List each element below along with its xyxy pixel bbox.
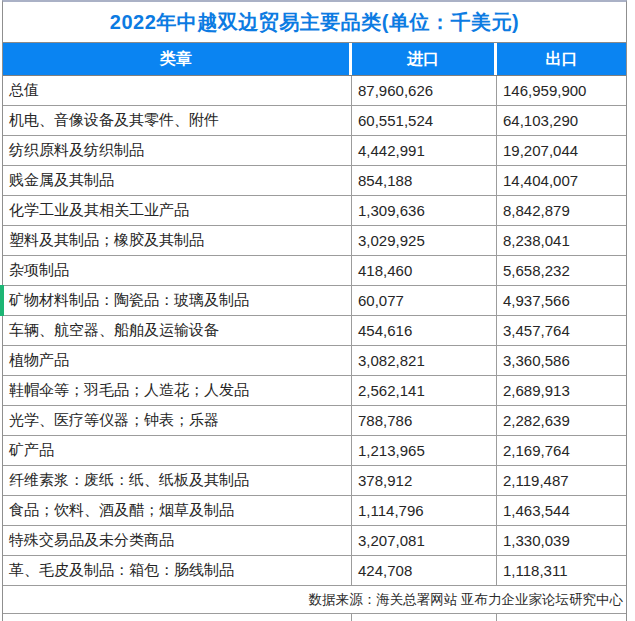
export-cell: 146,959,900 [497, 76, 626, 105]
export-cell: 14,404,007 [497, 166, 626, 195]
import-cell: 418,460 [352, 256, 497, 285]
table-title-row: 2022年中越双边贸易主要品类(单位：千美元) [3, 2, 626, 43]
table-row: 车辆、航空器、船舶及运输设备 454,616 3,457,764 [3, 316, 626, 346]
category-cell: 光学、医疗等仪器；钟表；乐器 [3, 406, 352, 435]
category-cell: 纺织原料及纺织制品 [3, 136, 352, 165]
category-cell: 鞋帽伞等；羽毛品；人造花；人发品 [3, 376, 352, 405]
table-row-highlighted: 矿物材料制品：陶瓷品：玻璃及制品 60,077 4,937,566 [3, 286, 626, 316]
export-cell: 2,169,764 [497, 436, 626, 465]
export-cell: 2,282,639 [497, 406, 626, 435]
export-cell: 2,119,487 [497, 466, 626, 495]
column-header-export: 出口 [497, 43, 626, 75]
export-cell: 1,118,311 [497, 556, 626, 585]
category-cell: 杂项制品 [3, 256, 352, 285]
import-cell: 1,309,636 [352, 196, 497, 225]
table-row: 特殊交易品及未分类商品 3,207,081 1,330,039 [3, 526, 626, 556]
import-cell: 60,077 [352, 286, 497, 315]
trade-table: 2022年中越双边贸易主要品类(单位：千美元) 类章 进口 出口 总值 87,9… [2, 0, 627, 621]
category-cell: 革、毛皮及制品：箱包：肠线制品 [3, 556, 352, 585]
export-cell: 5,658,232 [497, 256, 626, 285]
import-cell: 1,114,796 [352, 496, 497, 525]
table-row: 光学、医疗等仪器；钟表；乐器 788,786 2,282,639 [3, 406, 626, 436]
row-highlight-marker [0, 285, 4, 316]
category-cell: 总值 [3, 76, 352, 105]
column-header-import: 进口 [352, 43, 497, 75]
table-row: 矿产品 1,213,965 2,169,764 [3, 436, 626, 466]
category-cell: 化学工业及其相关工业产品 [3, 196, 352, 225]
table-row: 塑料及其制品；橡胶及其制品 3,029,925 8,238,041 [3, 226, 626, 256]
table-header-row: 类章 进口 出口 [3, 43, 626, 76]
cutoff-cell [352, 614, 497, 621]
export-cell: 64,103,290 [497, 106, 626, 135]
table-row: 杂项制品 418,460 5,658,232 [3, 256, 626, 286]
table-row: 革、毛皮及制品：箱包：肠线制品 424,708 1,118,311 [3, 556, 626, 586]
category-cell: 矿产品 [3, 436, 352, 465]
import-cell: 2,562,141 [352, 376, 497, 405]
category-cell: 纤维素浆：废纸：纸、纸板及其制品 [3, 466, 352, 495]
import-cell: 87,960,626 [352, 76, 497, 105]
table-row: 化学工业及其相关工业产品 1,309,636 8,842,879 [3, 196, 626, 226]
table-row: 植物产品 3,082,821 3,360,586 [3, 346, 626, 376]
import-cell: 3,082,821 [352, 346, 497, 375]
import-cell: 854,188 [352, 166, 497, 195]
export-cell: 8,842,879 [497, 196, 626, 225]
source-note-row: 数据来源：海关总署网站 亚布力企业家论坛研究中心 [3, 586, 626, 614]
page-title: 2022年中越双边贸易主要品类(单位：千美元) [110, 9, 519, 36]
export-cell: 1,330,039 [497, 526, 626, 555]
category-cell: 矿物材料制品：陶瓷品：玻璃及制品 [3, 286, 352, 315]
import-cell: 3,207,081 [352, 526, 497, 555]
export-cell: 3,360,586 [497, 346, 626, 375]
import-cell: 60,551,524 [352, 106, 497, 135]
cutoff-row [3, 614, 626, 621]
import-cell: 788,786 [352, 406, 497, 435]
cutoff-cell [497, 614, 626, 621]
import-cell: 3,029,925 [352, 226, 497, 255]
table-row: 食品；饮料、酒及醋；烟草及制品 1,114,796 1,463,544 [3, 496, 626, 526]
import-cell: 378,912 [352, 466, 497, 495]
source-note: 数据来源：海关总署网站 亚布力企业家论坛研究中心 [309, 591, 623, 609]
export-cell: 1,463,544 [497, 496, 626, 525]
export-cell: 2,689,913 [497, 376, 626, 405]
table-row: 鞋帽伞等；羽毛品；人造花；人发品 2,562,141 2,689,913 [3, 376, 626, 406]
table-row: 纤维素浆：废纸：纸、纸板及其制品 378,912 2,119,487 [3, 466, 626, 496]
category-cell: 特殊交易品及未分类商品 [3, 526, 352, 555]
category-cell: 机电、音像设备及其零件、附件 [3, 106, 352, 135]
column-header-category: 类章 [3, 43, 352, 75]
export-cell: 8,238,041 [497, 226, 626, 255]
import-cell: 424,708 [352, 556, 497, 585]
category-cell: 车辆、航空器、船舶及运输设备 [3, 316, 352, 345]
cutoff-cell [3, 614, 352, 621]
import-cell: 4,442,991 [352, 136, 497, 165]
table-row: 机电、音像设备及其零件、附件 60,551,524 64,103,290 [3, 106, 626, 136]
import-cell: 454,616 [352, 316, 497, 345]
category-cell: 食品；饮料、酒及醋；烟草及制品 [3, 496, 352, 525]
category-cell: 塑料及其制品；橡胶及其制品 [3, 226, 352, 255]
export-cell: 19,207,044 [497, 136, 626, 165]
import-cell: 1,213,965 [352, 436, 497, 465]
category-cell: 贱金属及其制品 [3, 166, 352, 195]
table-row: 贱金属及其制品 854,188 14,404,007 [3, 166, 626, 196]
table-row: 纺织原料及纺织制品 4,442,991 19,207,044 [3, 136, 626, 166]
category-cell: 植物产品 [3, 346, 352, 375]
export-cell: 3,457,764 [497, 316, 626, 345]
table-row: 总值 87,960,626 146,959,900 [3, 76, 626, 106]
export-cell: 4,937,566 [497, 286, 626, 315]
